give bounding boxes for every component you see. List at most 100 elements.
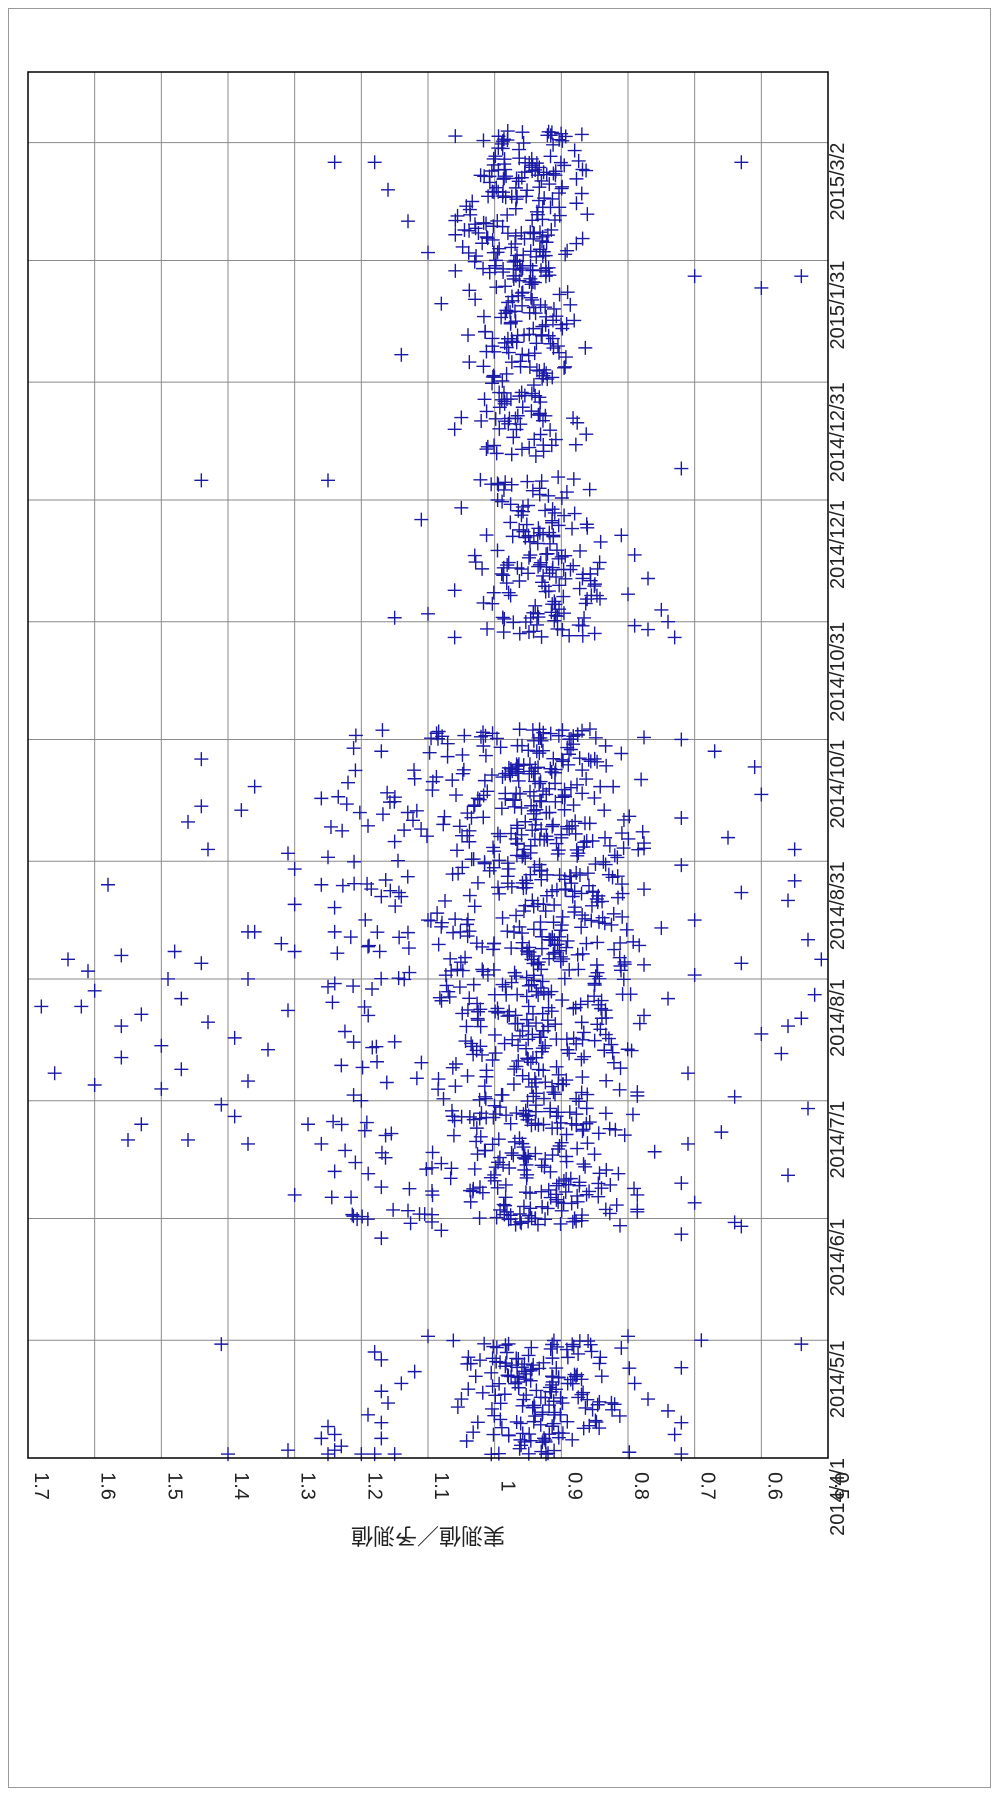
data-point (523, 548, 538, 563)
data-point (532, 481, 547, 496)
data-point (781, 1019, 795, 1034)
data-point (509, 1106, 524, 1121)
data-point (495, 770, 510, 785)
data-point (478, 1091, 493, 1106)
data-point (503, 1116, 518, 1131)
data-point (599, 1073, 614, 1088)
data-point (167, 944, 182, 959)
data-point (488, 149, 503, 164)
data-point (624, 1043, 639, 1058)
data-point (587, 577, 602, 592)
data-point (597, 803, 612, 818)
data-point (477, 324, 492, 339)
data-point (425, 774, 440, 789)
data-point (548, 432, 563, 447)
data-point (501, 585, 516, 600)
data-point (615, 987, 630, 1002)
data-point (514, 562, 529, 577)
data-point (391, 885, 406, 900)
data-point (597, 1043, 612, 1058)
data-point (547, 1443, 562, 1458)
data-point (528, 761, 543, 776)
data-point (346, 741, 361, 756)
data-point (448, 1079, 463, 1094)
data-point (687, 913, 702, 928)
data-point (378, 873, 393, 888)
data-point (301, 1117, 315, 1132)
data-point (417, 1207, 432, 1222)
data-point (580, 866, 595, 881)
data-point (509, 786, 524, 801)
data-point (580, 1136, 595, 1151)
data-point (641, 1392, 655, 1407)
data-point (526, 378, 541, 393)
data-point (174, 991, 189, 1006)
data-point (523, 271, 538, 286)
data-point (510, 738, 525, 753)
data-point (445, 773, 460, 788)
data-point (515, 400, 530, 415)
data-point (501, 861, 516, 876)
data-point (674, 1415, 689, 1430)
data-point (287, 944, 302, 959)
data-point (593, 779, 608, 794)
data-point (497, 414, 512, 429)
data-point (234, 803, 249, 818)
data-point (572, 581, 587, 596)
data-point (571, 618, 586, 633)
data-point (574, 1372, 589, 1387)
data-point (532, 557, 547, 572)
data-point (515, 125, 530, 140)
data-point (590, 1397, 605, 1412)
data-point (515, 1023, 530, 1038)
data-point (421, 606, 435, 621)
data-point (532, 180, 547, 195)
data-point (535, 1199, 550, 1214)
data-point (577, 911, 592, 926)
date-tick-label: 2014/5/1 (827, 1340, 849, 1418)
data-point (550, 339, 565, 354)
data-point (409, 1071, 424, 1086)
data-point (517, 1163, 532, 1177)
data-point (545, 191, 560, 206)
data-point (523, 1201, 538, 1216)
data-point (587, 790, 602, 805)
data-point (194, 956, 209, 971)
data-point (566, 472, 581, 487)
data-point (599, 1162, 614, 1177)
data-point (504, 879, 519, 894)
data-point (214, 1097, 229, 1112)
data-point (794, 1011, 809, 1026)
data-point (361, 818, 375, 833)
data-point (541, 584, 556, 599)
data-point (512, 1206, 527, 1221)
data-point (348, 1155, 363, 1170)
data-point (614, 1341, 629, 1356)
data-point (509, 171, 524, 186)
data-point (573, 543, 588, 558)
value-tick-label: 1.4 (230, 1472, 252, 1500)
data-point (533, 427, 548, 442)
data-point (681, 1136, 695, 1151)
data-point (462, 283, 477, 298)
data-point (606, 1055, 621, 1070)
data-point (370, 925, 385, 940)
data-point (400, 805, 415, 820)
data-point (592, 1394, 607, 1409)
data-point (515, 1068, 530, 1083)
data-point (469, 249, 484, 264)
data-point (375, 807, 390, 822)
data-point (511, 773, 526, 788)
data-point (499, 169, 514, 184)
data-point (525, 723, 540, 738)
data-point (514, 442, 529, 457)
data-point (608, 1122, 623, 1137)
data-point (374, 971, 389, 986)
data-point (357, 1123, 372, 1138)
data-point (480, 967, 495, 982)
data-point (525, 823, 540, 838)
data-point (421, 1329, 435, 1344)
data-point (506, 1077, 521, 1092)
data-point (562, 821, 577, 836)
